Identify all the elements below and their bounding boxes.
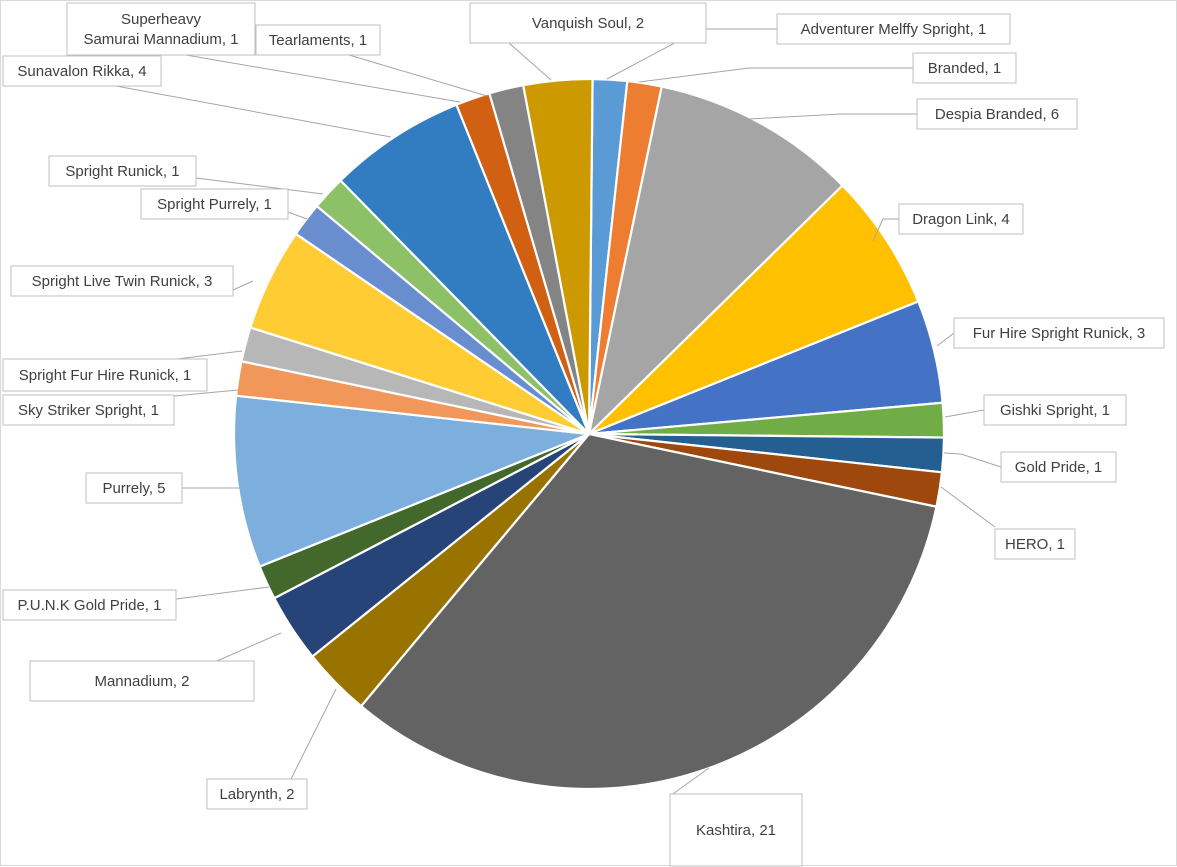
- data-label-vanquish-soul: Vanquish Soul, 2: [469, 2, 707, 44]
- data-label-sunavalon-rikka: Sunavalon Rikka, 4: [2, 55, 162, 87]
- data-label-text: Tearlaments, 1: [269, 32, 367, 49]
- data-label-text: Spright Purrely, 1: [157, 196, 272, 213]
- data-label-kashtira: Kashtira, 21: [669, 793, 803, 867]
- data-label-text: Purrely, 5: [102, 480, 165, 497]
- leader-spright-live-twin-runick: [232, 280, 254, 291]
- slice-purrely: [232, 394, 590, 569]
- data-label-text: Sky Striker Spright, 1: [18, 402, 159, 419]
- data-label-spright-fur-hire-runick: Spright Fur Hire Runick, 1: [2, 358, 208, 392]
- label-box: [912, 52, 1017, 84]
- data-label-text: Dragon Link, 4: [912, 211, 1010, 228]
- data-label-text: Samurai Mannadium, 1: [83, 31, 238, 48]
- data-label-text: HERO, 1: [1005, 536, 1065, 553]
- label-box: [140, 188, 289, 220]
- label-box: [983, 394, 1127, 426]
- data-label-text: Spright Runick, 1: [65, 163, 179, 180]
- leader-fur-hire-spright-runick: [936, 332, 955, 347]
- data-label-p-u-n-k-gold-pride: P.U.N.K Gold Pride, 1: [2, 589, 177, 621]
- label-box: [469, 2, 707, 44]
- label-box: [48, 155, 197, 187]
- label-box: [85, 472, 183, 504]
- data-label-gold-pride: Gold Pride, 1: [1000, 451, 1117, 483]
- label-box: [10, 265, 234, 297]
- label-box: [916, 98, 1078, 130]
- data-label-fur-hire-spright-runick: Fur Hire Spright Runick, 3: [953, 317, 1165, 349]
- data-label-spright-runick: Spright Runick, 1: [48, 155, 197, 187]
- leader-mannadium: [216, 632, 282, 662]
- leader-hero: [940, 486, 996, 528]
- data-label-text: Gishki Spright, 1: [1000, 402, 1110, 419]
- label-box: [2, 394, 175, 426]
- leader-sky-striker-spright: [173, 389, 239, 397]
- data-label-text: Fur Hire Spright Runick, 3: [973, 325, 1146, 342]
- label-box: [953, 317, 1165, 349]
- slice-sunavalon-rikka: [338, 103, 591, 435]
- slice-dragon-link: [588, 183, 920, 436]
- leader-tearlaments: [348, 54, 488, 97]
- label-box: [1000, 451, 1117, 483]
- data-label-mannadium: Mannadium, 2: [29, 660, 255, 702]
- leader-gishki-spright: [944, 409, 985, 418]
- data-label-text: Sunavalon Rikka, 4: [17, 63, 146, 80]
- data-label-adventurer-melffy-spright: Adventurer Melffy Spright, 1: [776, 13, 1011, 45]
- data-label-text: P.U.N.K Gold Pride, 1: [18, 597, 162, 614]
- data-label-branded: Branded, 1: [912, 52, 1017, 84]
- data-label-spright-live-twin-runick: Spright Live Twin Runick, 3: [10, 265, 234, 297]
- leader-vanquish-soul: [508, 42, 552, 81]
- data-label-text: Labrynth, 2: [219, 786, 294, 803]
- data-label-text: Superheavy: [121, 11, 202, 28]
- pie-slices: [232, 77, 946, 791]
- data-label-text: Mannadium, 2: [94, 673, 189, 690]
- leader-dragon-link: [872, 218, 899, 242]
- label-box: [2, 589, 177, 621]
- data-label-spright-purrely: Spright Purrely, 1: [140, 188, 289, 220]
- label-box: [669, 793, 803, 867]
- data-label-text: Branded, 1: [928, 60, 1001, 77]
- label-box: [2, 358, 208, 392]
- data-label-text: Spright Live Twin Runick, 3: [32, 273, 213, 290]
- data-label-text: Spright Fur Hire Runick, 1: [19, 367, 192, 384]
- leader-superheavy-samurai-mannadium: [185, 54, 461, 103]
- data-label-sky-striker-spright: Sky Striker Spright, 1: [2, 394, 175, 426]
- label-box: [206, 778, 308, 810]
- leader-spright-purrely: [287, 211, 308, 220]
- leader-sunavalon-rikka: [115, 85, 392, 138]
- label-box: [66, 2, 256, 56]
- data-label-text: Adventurer Melffy Spright, 1: [801, 21, 987, 38]
- data-label-superheavy-samurai-mannadium: Superheavy Samurai Mannadium, 1: [66, 2, 256, 56]
- data-label-hero: HERO, 1: [994, 528, 1076, 560]
- slice-despia-branded: [587, 85, 845, 438]
- label-box: [29, 660, 255, 702]
- data-label-tearlaments: Tearlaments, 1: [255, 24, 381, 56]
- leader-lines: [115, 28, 1002, 797]
- leader-despia-branded: [748, 113, 917, 120]
- data-label-text: Despia Branded, 6: [935, 106, 1059, 123]
- slice-kashtira: [359, 432, 938, 791]
- slice-vanquish-soul: [521, 77, 594, 435]
- leader-labrynth: [290, 688, 337, 780]
- leader-spright-runick: [195, 177, 324, 195]
- data-label-text: Kashtira, 21: [696, 822, 776, 839]
- leader-p-u-n-k-gold-pride: [175, 586, 270, 600]
- data-label-labrynth: Labrynth, 2: [206, 778, 308, 810]
- label-box: [2, 55, 162, 87]
- data-label-text: Gold Pride, 1: [1015, 459, 1103, 476]
- leader-gold-pride: [943, 452, 1002, 468]
- data-label-purrely: Purrely, 5: [85, 472, 183, 504]
- label-box: [776, 13, 1011, 45]
- leader-spright-fur-hire-runick: [176, 350, 243, 360]
- label-box: [255, 24, 381, 56]
- data-label-text: Vanquish Soul, 2: [532, 15, 644, 32]
- data-label-dragon-link: Dragon Link, 4: [898, 203, 1024, 235]
- data-label-despia-branded: Despia Branded, 6: [916, 98, 1078, 130]
- label-box: [898, 203, 1024, 235]
- leader-branded: [638, 67, 913, 83]
- leader-kashtira: [669, 767, 710, 797]
- label-box: [994, 528, 1076, 560]
- data-label-gishki-spright: Gishki Spright, 1: [983, 394, 1127, 426]
